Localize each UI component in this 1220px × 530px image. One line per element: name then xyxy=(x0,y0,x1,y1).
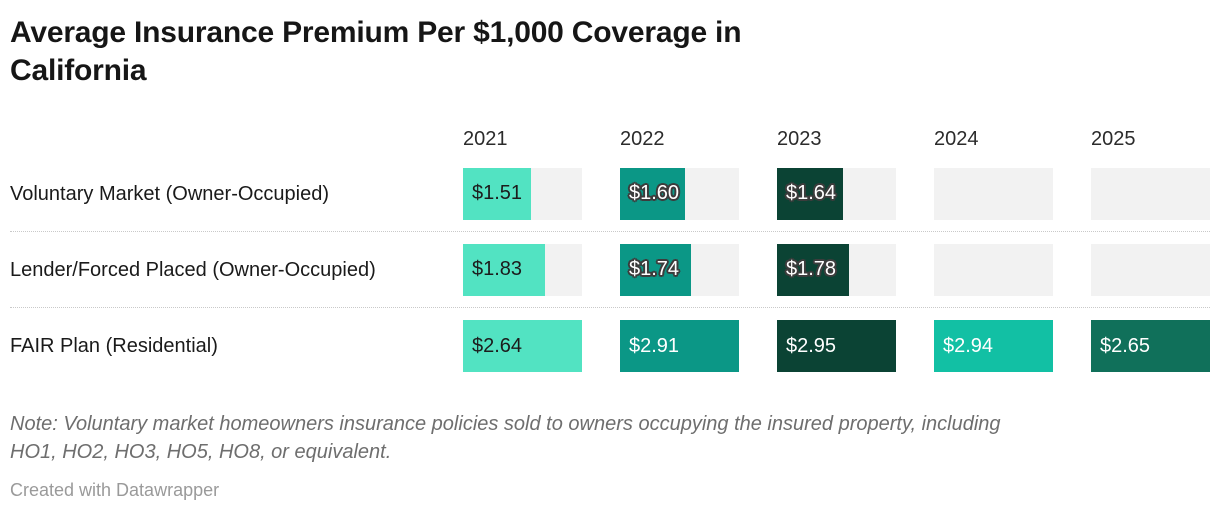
bar-value-label: $2.64 xyxy=(472,334,523,357)
page-title-line2: California xyxy=(10,54,147,87)
bar-value-label: $2.91 xyxy=(629,334,680,357)
bar-value-label: $2.94 xyxy=(943,334,994,357)
table-row: Voluntary Market (Owner-Occupied) $1.51 $1… xyxy=(10,156,1210,232)
column-header-2021: 2021 xyxy=(463,128,508,150)
bar-fill xyxy=(777,167,844,220)
row-label: Voluntary Market (Owner-Occupied) xyxy=(10,182,330,205)
row-label: FAIR Plan (Residential) xyxy=(10,335,218,357)
bar-fill xyxy=(777,320,896,372)
column-header-2022: 2022 xyxy=(620,128,665,150)
chart-note-line1: Note: Voluntary market homeowners insura… xyxy=(10,413,1001,435)
bar-cell-2025: $2.65 xyxy=(1091,320,1220,372)
bar-fill xyxy=(620,167,686,220)
page-title: Average Insurance Premium Per $1,000 Cov… xyxy=(10,14,1210,90)
bar-cell-2023: $1.78 xyxy=(777,243,934,296)
bar-cell-2025 xyxy=(1091,167,1220,220)
bar-cell-2022: $1.60 xyxy=(620,167,777,220)
premium-table: 2021 2022 2023 2024 2025 Voluntary Market (O… xyxy=(10,124,1210,384)
bar-value-label: $1.51 xyxy=(472,182,523,204)
bar-cell-2021: $1.83 xyxy=(463,243,620,296)
bar-fill xyxy=(620,243,692,296)
bar-cell-2024 xyxy=(934,243,1091,296)
bar-cell-2021: $1.51 xyxy=(463,167,620,220)
bar-fill xyxy=(463,243,546,296)
bar-cell-2024: $2.94 xyxy=(934,320,1091,372)
bar-fill xyxy=(463,320,582,372)
chart-note: Note: Voluntary market homeowners insura… xyxy=(10,410,1200,466)
column-header-2024: 2024 xyxy=(934,128,979,150)
column-header-2025: 2025 xyxy=(1091,128,1136,150)
bar-value-label: $1.78 xyxy=(786,258,837,280)
table-header-row: 2021 2022 2023 2024 2025 xyxy=(10,124,1210,156)
datawrapper-attribution: Created with Datawrapper xyxy=(10,480,220,500)
bar-value-label: $1.60 xyxy=(629,182,680,204)
page-title-line1: Average Insurance Premium Per $1,000 Cov… xyxy=(10,16,742,49)
chart-container: Average Insurance Premium Per $1,000 Cov… xyxy=(0,14,1220,501)
chart-note-line2: HO1, HO2, HO3, HO5, HO8, or equivalent. xyxy=(10,441,392,463)
table-row: Lender/Forced Placed (Owner-Occupied) $1.… xyxy=(10,232,1210,308)
bar-fill xyxy=(620,320,739,372)
bar-value-label: $1.83 xyxy=(472,258,523,280)
bar-cell-2022: $2.91 xyxy=(620,320,777,372)
bar-cell-2023: $1.64 xyxy=(777,167,934,220)
row-label: Lender/Forced Placed (Owner-Occupied) xyxy=(10,258,376,281)
bar-fill xyxy=(463,167,532,220)
bar-cell-2024 xyxy=(934,167,1091,220)
column-header-2023: 2023 xyxy=(777,128,822,150)
bar-value-label: $2.65 xyxy=(1100,334,1151,357)
bar-cell-2023: $2.95 xyxy=(777,320,934,372)
bar-value-label: $1.64 xyxy=(786,182,837,204)
bar-fill xyxy=(934,320,1053,372)
bar-cell-2022: $1.74 xyxy=(620,243,777,296)
bar-cell-2021: $2.64 xyxy=(463,320,620,372)
bar-value-label: $2.95 xyxy=(786,334,837,357)
bar-fill xyxy=(1091,320,1210,372)
bar-value-label: $1.74 xyxy=(629,258,680,280)
bar-cell-2025 xyxy=(1091,243,1220,296)
bar-fill xyxy=(777,243,849,296)
table-row: FAIR Plan (Residential) $2.64 $2.91 $2.95 $2… xyxy=(10,308,1210,384)
